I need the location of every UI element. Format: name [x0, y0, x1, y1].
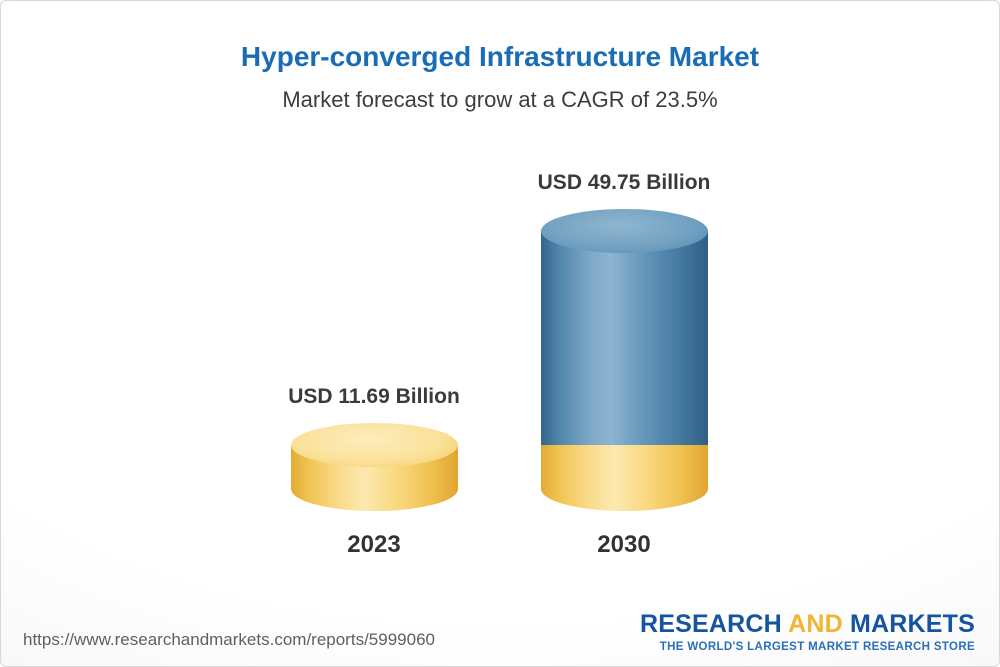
category-label-2023: 2023 — [347, 531, 401, 558]
brand-logo-wordmark: RESEARCH AND MARKETS — [639, 609, 975, 639]
bar-2030-base-segment — [540, 445, 708, 511]
bar-2030-top-ellipse — [540, 209, 708, 253]
bar-2023-top-ellipse — [290, 423, 458, 468]
bar-2030-growth-segment — [540, 231, 708, 446]
chart-title: Hyper-converged Infrastructure Market — [240, 41, 760, 72]
category-label-2030: 2030 — [597, 531, 651, 558]
brand-logo: RESEARCH AND MARKETS THE WORLD'S LARGEST… — [639, 609, 975, 654]
brand-word-and: AND — [788, 609, 843, 638]
chart-subtitle: Market forecast to grow at a CAGR of 23.… — [282, 87, 718, 112]
brand-word-research: RESEARCH — [639, 609, 782, 638]
report-url: https://www.researchandmarkets.com/repor… — [23, 630, 435, 649]
value-label-2023: USD 11.69 Billion — [288, 385, 460, 409]
brand-tagline: THE WORLD'S LARGEST MARKET RESEARCH STOR… — [659, 641, 975, 654]
value-label-2030: USD 49.75 Billion — [537, 171, 711, 194]
brand-word-markets: MARKETS — [849, 609, 975, 638]
